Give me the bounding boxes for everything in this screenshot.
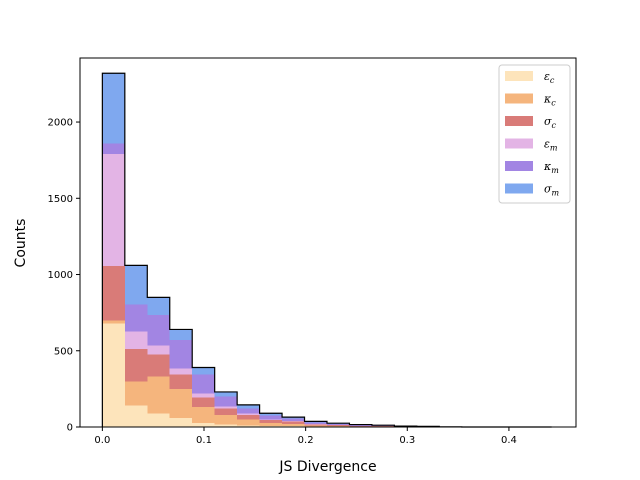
bar-σc-bin-2 [147,354,170,377]
bar-εc-bin-6 [237,425,260,427]
bar-σc-bin-1 [124,349,148,382]
bar-σm-bin-8 [282,417,305,419]
bar-κm-bin-8 [282,418,305,421]
bar-εm-bin-7 [259,419,283,421]
bar-κc-bin-2 [147,376,170,414]
legend-swatch [505,71,533,81]
bar-σm-bin-6 [237,404,260,409]
bar-κc-bin-5 [214,414,238,425]
bar-κm-bin-9 [304,422,327,424]
bar-κc-bin-7 [259,423,283,427]
bar-σm-bin-0 [102,73,125,144]
bar-εc-bin-3 [169,417,193,427]
x-axis-label: JS Divergence [278,459,376,475]
bar-εm-bin-5 [214,406,238,409]
bar-κm-bin-6 [237,408,260,414]
x-tick-label: 0.0 [94,435,110,446]
bar-εc-bin-1 [124,405,148,427]
bar-εc-bin-2 [147,413,170,427]
bar-εm-bin-3 [169,368,193,375]
bar-σc-bin-10 [326,425,350,426]
y-tick-label: 1500 [48,194,73,205]
bar-σm-bin-7 [259,413,283,416]
x-tick-label: 0.4 [501,435,517,446]
bar-σc-bin-7 [259,420,283,424]
plot-frame [79,57,577,428]
legend-label: κm [543,160,559,175]
bar-σm-bin-5 [214,391,238,397]
legend-swatch [505,161,533,171]
bar-κm-bin-0 [102,143,125,155]
bar-κm-bin-1 [124,304,148,332]
bar-κc-bin-0 [102,320,125,324]
y-tick-label: 0 [67,423,73,434]
bar-εm-bin-1 [124,331,148,350]
bar-κm-bin-10 [326,423,350,425]
bars-layer [102,73,462,427]
legend-label: σc [544,115,557,130]
bar-σm-bin-3 [169,329,193,341]
bar-κm-bin-5 [214,396,238,407]
bar-σc-bin-8 [282,421,305,424]
y-tick-label: 2000 [48,118,73,129]
legend-label: κc [543,93,556,108]
bar-εc-bin-5 [214,424,238,427]
bar-κc-bin-9 [304,425,327,427]
bar-κc-bin-4 [192,407,215,424]
y-axis: 0 500 1000 1500 2000 [48,118,80,434]
bar-κm-bin-3 [169,340,193,369]
legend-swatch [505,116,533,126]
bar-κm-bin-4 [192,374,215,394]
bar-σc-bin-0 [102,266,125,321]
legend-box [498,64,571,204]
bar-κm-bin-11 [349,425,372,426]
x-tick-label: 0.2 [298,435,314,446]
bar-κc-bin-1 [124,381,148,406]
bar-εm-bin-2 [147,345,170,355]
x-axis: 0.0 0.1 0.2 0.3 0.4 [94,427,517,446]
bar-κc-bin-6 [237,419,260,426]
bar-κc-bin-8 [282,423,305,427]
y-tick-label: 1000 [48,270,73,281]
legend-label: εm [544,138,558,153]
bar-σc-bin-6 [237,414,260,420]
bar-κm-bin-7 [259,415,283,420]
bar-κm-bin-2 [147,314,170,346]
bar-σc-bin-9 [304,424,327,426]
bar-εc-bin-4 [192,423,215,427]
legend-label: σm [544,183,560,198]
bar-εm-bin-4 [192,393,215,398]
bar-σc-bin-4 [192,397,215,408]
bar-κc-bin-3 [169,388,193,418]
bar-εm-bin-0 [102,154,125,267]
bar-σc-bin-5 [214,408,238,415]
y-axis-label: Counts [13,219,29,268]
legend-swatch [505,183,533,194]
legend-swatch [505,93,533,104]
y-tick-label: 500 [54,346,73,357]
bar-εc-bin-0 [102,323,125,427]
x-tick-label: 0.1 [196,435,212,446]
legend: εc κc σc εm κm σm [498,64,571,204]
x-tick-label: 0.3 [399,435,415,446]
bar-σc-bin-3 [169,374,193,389]
bar-κc-bin-10 [326,425,350,427]
legend-label: εc [544,70,555,85]
bar-εm-bin-8 [282,420,305,422]
bar-σm-bin-1 [124,265,148,305]
bar-σm-bin-2 [147,297,170,315]
bar-εm-bin-6 [237,413,260,415]
legend-swatch [505,138,533,149]
bar-σm-bin-4 [192,367,215,375]
